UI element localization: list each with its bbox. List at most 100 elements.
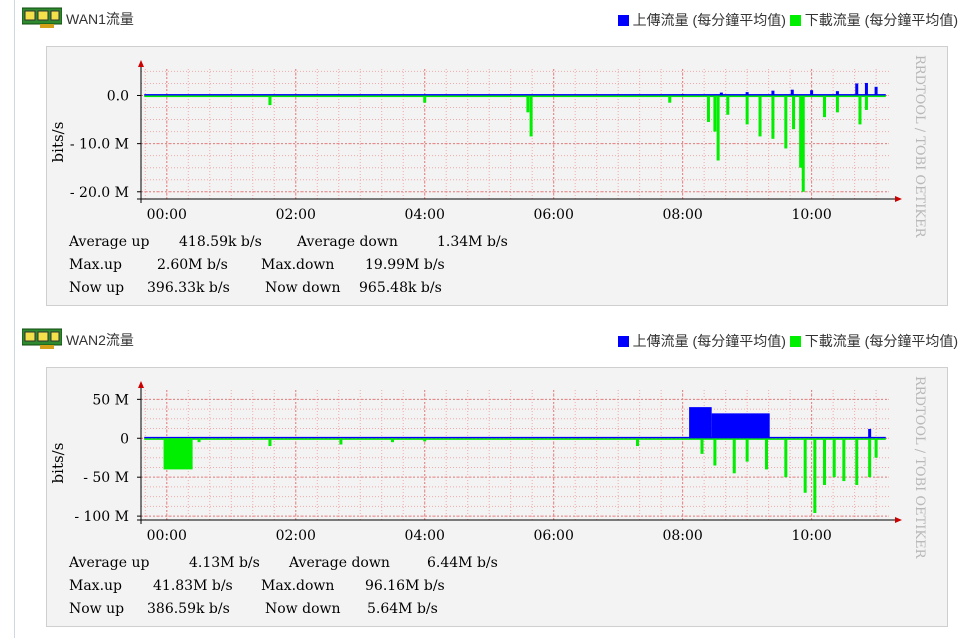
upload-block xyxy=(689,407,712,439)
upload-spike xyxy=(771,90,775,96)
download-spike xyxy=(268,95,272,106)
network-card-icon xyxy=(22,328,62,349)
download-spike xyxy=(813,438,817,513)
x-tick-label: 00:00 xyxy=(147,528,187,544)
x-tick-label: 00:00 xyxy=(147,207,187,223)
download-spike xyxy=(526,95,530,113)
download-spike xyxy=(423,95,427,103)
rrd-graph: 0.0 - 10.0 M - 20.0 M 00:00 02:00 04:00 06:00 0… xyxy=(46,46,948,306)
legend-upload: 上傳流量 (每分鐘平均值) xyxy=(632,12,786,28)
download-spike xyxy=(801,95,805,192)
chart-legend: 上傳流量 (每分鐘平均值) 下載流量 (每分鐘平均值) xyxy=(617,10,958,30)
download-baseline xyxy=(144,95,886,98)
watermark: RRDTOOL / TOBI OETIKER xyxy=(912,55,927,239)
x-tick-label: 06:00 xyxy=(534,207,574,223)
upload-block xyxy=(711,413,770,439)
download-spike xyxy=(726,95,730,115)
download-spike xyxy=(842,438,846,482)
now-up-value: 396.33k b/s xyxy=(147,280,230,296)
download-spike xyxy=(858,95,862,125)
max-up-label: Max.up xyxy=(69,257,122,273)
max-up-value: 2.60M b/s xyxy=(157,257,228,273)
wan1-panel: WAN1流量 上傳流量 (每分鐘平均值) 下載流量 (每分鐘平均值) 0.0 - … xyxy=(18,0,979,316)
legend-download: 下載流量 (每分鐘平均值) xyxy=(804,333,958,349)
avg-up-label: Average up xyxy=(68,555,149,571)
download-spike xyxy=(835,95,839,113)
download-spike xyxy=(268,438,272,447)
y-tick-label: 50 M xyxy=(92,392,129,408)
chart-title: WAN2流量 xyxy=(66,332,134,348)
upload-spike xyxy=(810,90,814,96)
download-spike xyxy=(706,95,710,122)
avg-up-value: 4.13M b/s xyxy=(189,555,260,571)
download-spike xyxy=(855,438,859,485)
download-spike xyxy=(390,438,394,443)
max-down-label: Max.down xyxy=(261,578,334,594)
avg-up-value: 418.59k b/s xyxy=(179,234,262,250)
watermark: RRDTOOL / TOBI OETIKER xyxy=(912,376,927,560)
chart-legend: 上傳流量 (每分鐘平均值) 下載流量 (每分鐘平均值) xyxy=(617,331,958,351)
y-axis-label: bits/s xyxy=(49,122,67,163)
y-tick-label: - 10.0 M xyxy=(70,137,129,153)
download-spike xyxy=(803,438,807,493)
x-tick-label: 10:00 xyxy=(791,207,831,223)
download-spike xyxy=(784,95,788,149)
x-tick-label: 06:00 xyxy=(534,528,574,544)
upload-spike xyxy=(681,94,685,96)
x-tick-label: 04:00 xyxy=(405,207,445,223)
y-tick-label: - 50 M xyxy=(83,470,129,486)
download-spike xyxy=(758,95,762,137)
download-spike xyxy=(713,438,717,466)
now-down-label: Now down xyxy=(265,601,341,617)
avg-down-label: Average down xyxy=(288,555,390,571)
download-spike xyxy=(636,438,640,447)
download-spike xyxy=(423,438,427,442)
download-block xyxy=(163,438,193,470)
upload-spike xyxy=(855,83,859,96)
x-tick-label: 08:00 xyxy=(662,528,702,544)
now-down-label: Now down xyxy=(265,280,341,296)
max-down-value: 96.16M b/s xyxy=(365,578,445,594)
download-spike xyxy=(874,438,878,458)
x-tick-label: 02:00 xyxy=(276,207,316,223)
wan1-header: WAN1流量 上傳流量 (每分鐘平均值) 下載流量 (每分鐘平均值) xyxy=(22,6,972,28)
upload-swatch xyxy=(617,15,629,26)
wan2-header: WAN2流量 上傳流量 (每分鐘平均值) 下載流量 (每分鐘平均值) xyxy=(22,327,972,349)
download-swatch xyxy=(789,336,801,347)
download-spike xyxy=(529,95,533,137)
download-spike xyxy=(732,438,736,474)
upload-spike xyxy=(745,92,749,96)
download-spike xyxy=(799,95,803,168)
max-down-label: Max.down xyxy=(261,257,334,273)
y-tick-label: - 100 M xyxy=(74,509,129,525)
now-up-label: Now up xyxy=(69,280,124,296)
rrd-chart-svg: 0.0 - 10.0 M - 20.0 M 00:00 02:00 04:00 06:00 0… xyxy=(49,55,927,296)
download-spike xyxy=(864,95,868,110)
legend-download: 下載流量 (每分鐘平均值) xyxy=(804,12,958,28)
x-axis-arrow xyxy=(895,196,902,202)
avg-down-value: 6.44M b/s xyxy=(427,555,498,571)
download-spike xyxy=(700,438,704,454)
y-axis-arrow xyxy=(138,381,144,388)
y-tick-label: 0.0 xyxy=(107,88,129,104)
legend-upload: 上傳流量 (每分鐘平均值) xyxy=(632,333,786,349)
upload-spike xyxy=(874,86,878,96)
download-spike xyxy=(197,438,201,443)
download-spike xyxy=(868,438,872,478)
download-spike xyxy=(716,95,720,161)
x-axis-arrow xyxy=(895,517,902,523)
rrd-chart-svg: 50 M 0 - 50 M - 100 M 00:00 02:00 04:00 06:00 08… xyxy=(49,376,927,617)
x-tick-label: 10:00 xyxy=(791,528,831,544)
max-down-value: 19.99M b/s xyxy=(365,257,445,273)
now-up-label: Now up xyxy=(69,601,124,617)
download-spike xyxy=(784,438,788,478)
download-swatch xyxy=(789,15,801,26)
y-axis-arrow xyxy=(138,60,144,67)
x-tick-label: 08:00 xyxy=(662,207,702,223)
upload-swatch xyxy=(617,336,629,347)
download-spike xyxy=(792,95,796,130)
upload-spike xyxy=(868,428,872,439)
now-down-value: 965.48k b/s xyxy=(359,280,442,296)
x-tick-label: 04:00 xyxy=(405,528,445,544)
x-tick-label: 02:00 xyxy=(276,528,316,544)
